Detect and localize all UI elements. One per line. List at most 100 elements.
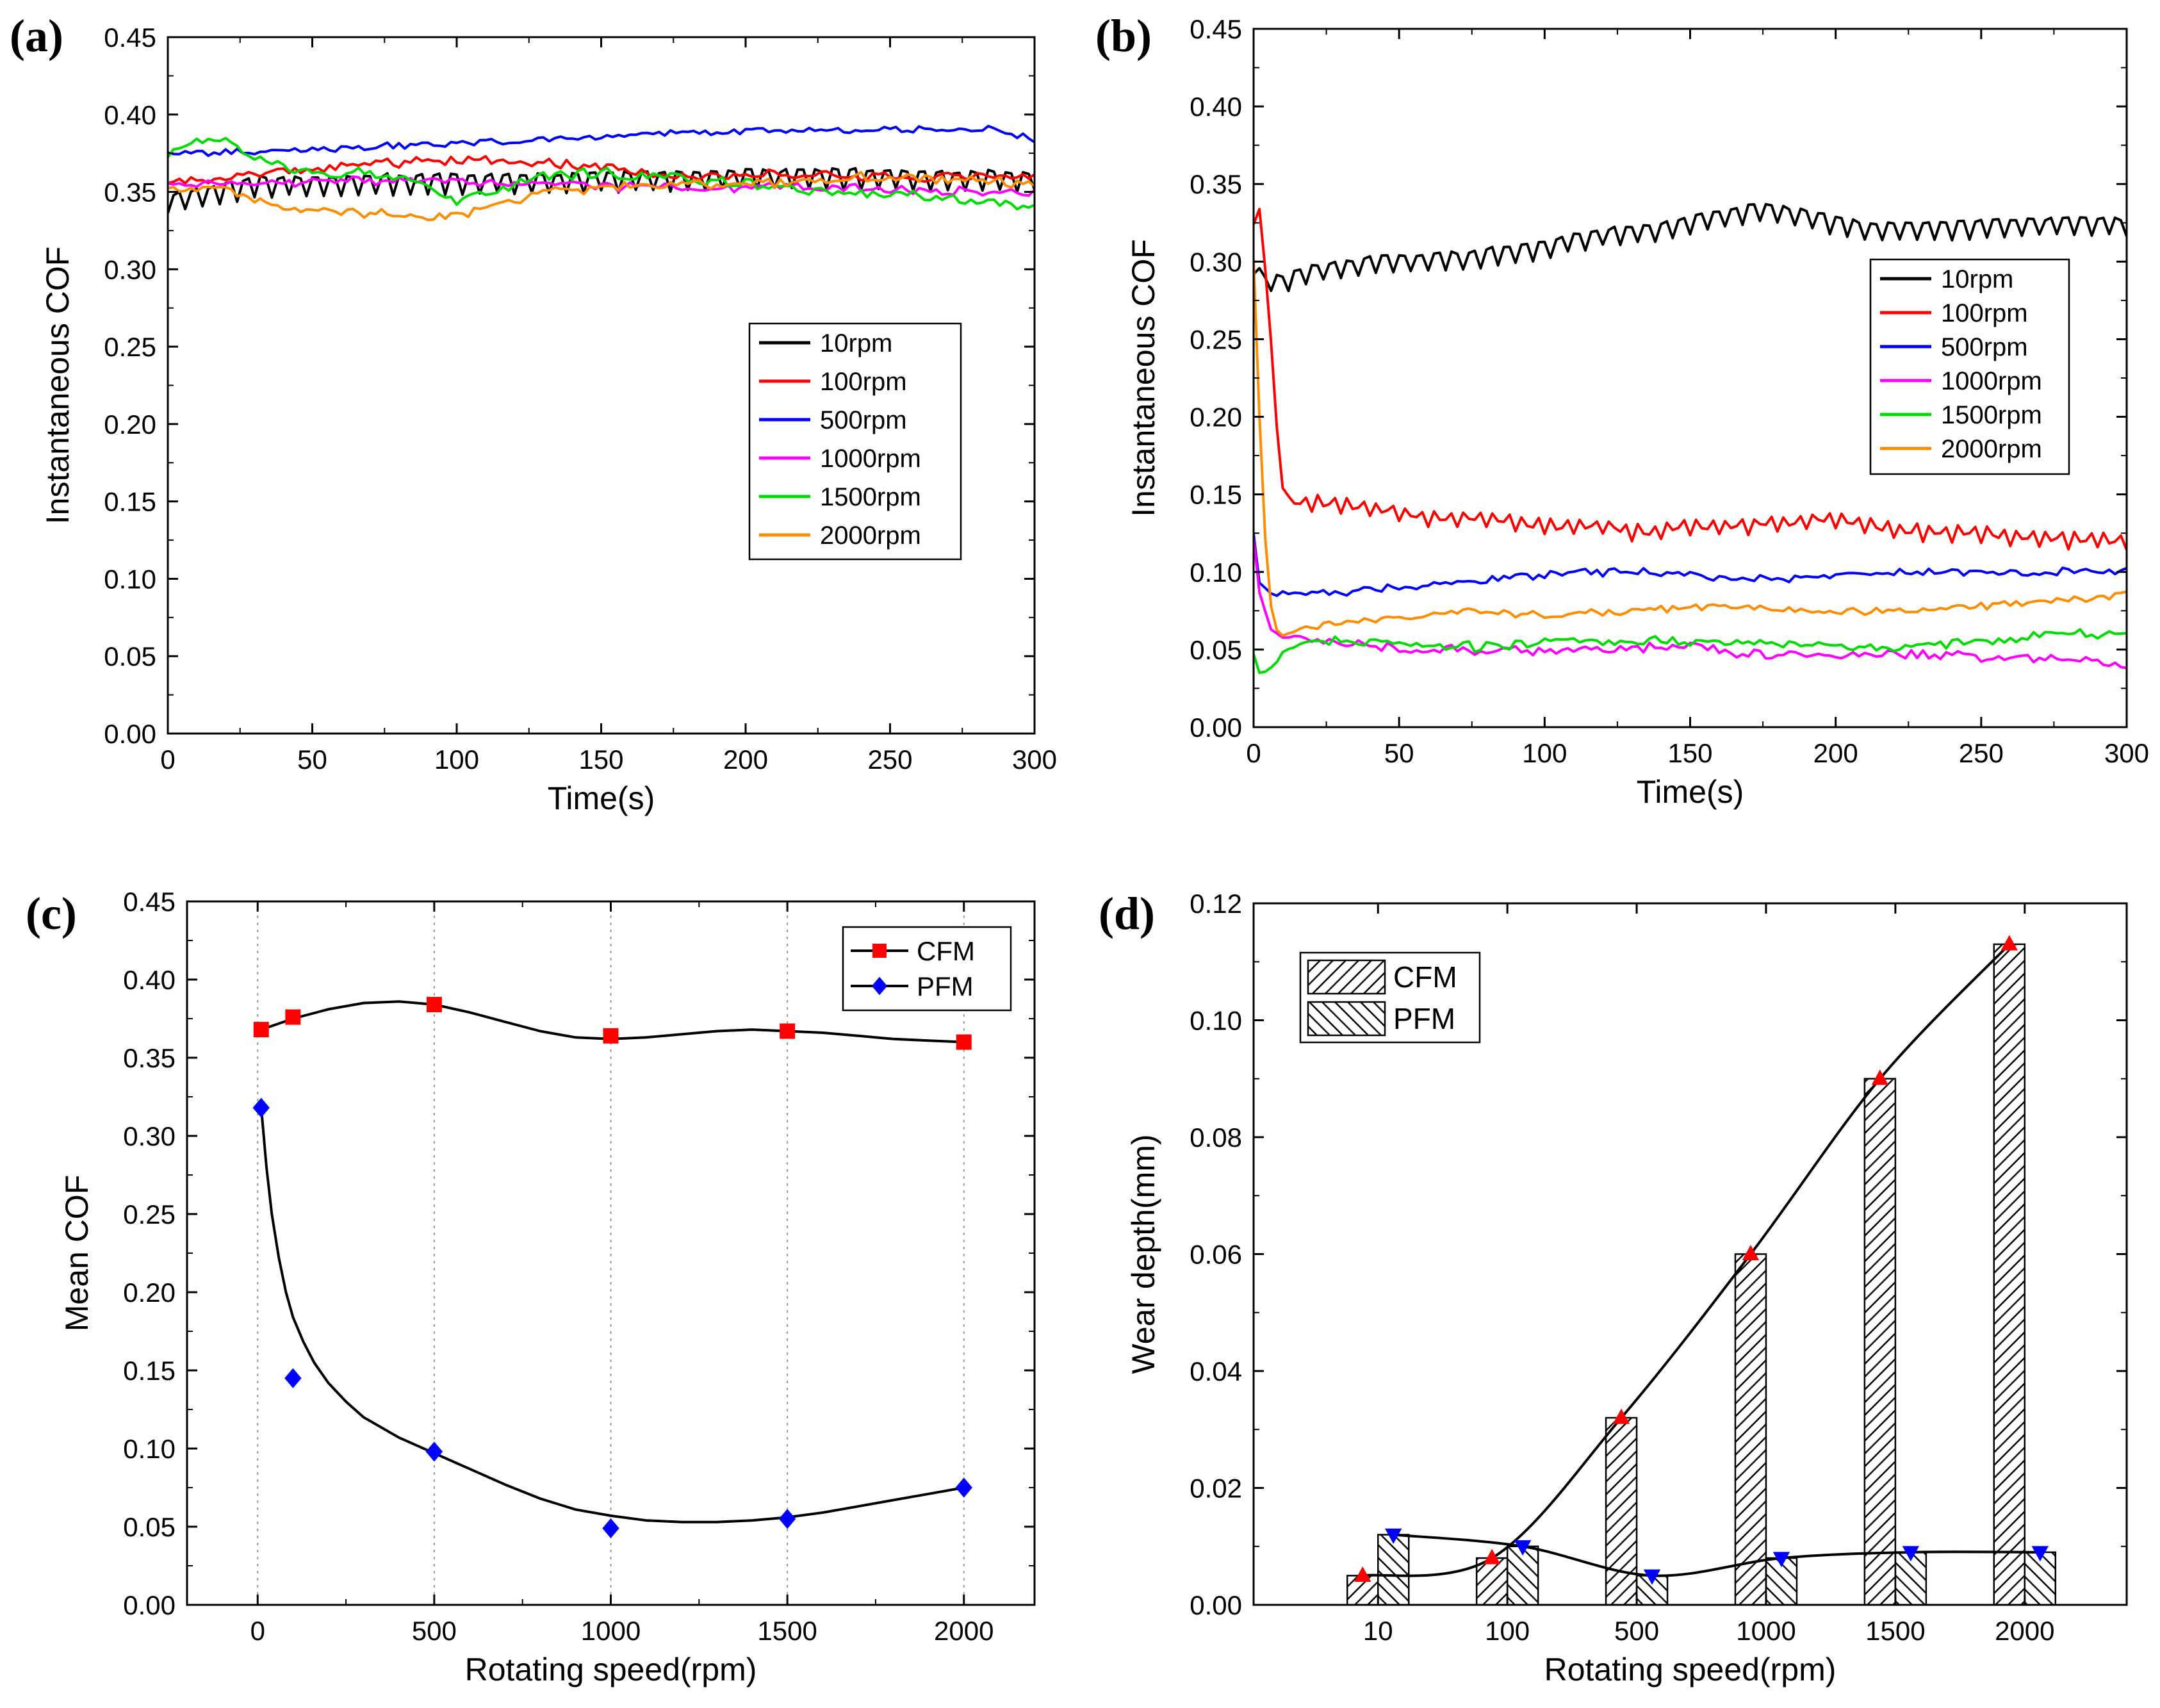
x-tick-label: 0 — [1246, 738, 1261, 768]
legend-entry-1000rpm: 1000rpm — [1941, 367, 2042, 395]
series-line-10rpm — [168, 167, 1035, 214]
y-tick-label: 0.10 — [123, 1434, 176, 1464]
point-CFM-1500 — [780, 1023, 796, 1039]
legend-entry-PFM: PFM — [917, 971, 974, 1001]
legend-marker-CFM — [872, 944, 887, 958]
legend: CFM PFM — [842, 926, 1012, 1012]
point-PFM-1500 — [778, 1509, 796, 1529]
point-CFM-1500 — [1871, 1069, 1889, 1085]
legend-entry-100rpm: 100rpm — [820, 368, 907, 396]
series-line-1000rpm — [168, 175, 1035, 197]
series-line-1000rpm — [1254, 538, 2127, 669]
x-tick-label: 50 — [297, 744, 327, 775]
legend-entry-2000rpm: 2000rpm — [1941, 435, 2042, 463]
legend-box — [748, 322, 962, 561]
point-CFM-100 — [285, 1009, 301, 1025]
legend-entry-500rpm: 500rpm — [820, 406, 907, 434]
legend-entry-2000rpm: 2000rpm — [820, 521, 921, 550]
x-tick-label: 2000 — [1995, 1616, 2054, 1646]
y-tick-label: 0.05 — [104, 641, 156, 671]
series-line-1500rpm — [168, 136, 1035, 211]
y-tick-label: 0.35 — [1190, 169, 1242, 199]
series-line-1500rpm — [1254, 628, 2127, 675]
point-PFM-100 — [1514, 1540, 1532, 1556]
y-tick-label: 0.15 — [123, 1356, 176, 1386]
point-PFM-1500 — [1902, 1546, 1920, 1562]
x-tick-label: 250 — [1959, 738, 2004, 768]
y-tick-label: 0.20 — [1190, 402, 1242, 432]
point-PFM-500 — [425, 1441, 443, 1462]
bar-CFM-500 — [1605, 1416, 1638, 1606]
legend-entry-10rpm: 10rpm — [1941, 265, 2013, 293]
y-axis-label: Instantaneous COF — [1125, 239, 1161, 517]
y-tick-label: 0.35 — [104, 177, 156, 208]
y-tick-label: 0.00 — [1190, 1590, 1242, 1620]
legend-entry-1500rpm: 1500rpm — [1941, 401, 2042, 429]
legend-marker-PFM — [871, 976, 888, 996]
point-PFM-2000 — [955, 1477, 972, 1498]
panel-c: 0.00 0.05 0.10 0.15 0.20 0.25 0.30 0.35 0.40 0.45… — [26, 887, 1036, 1687]
x-tick-label: 300 — [2104, 738, 2149, 768]
plot-frame — [1252, 902, 2128, 1606]
plot-frame — [186, 900, 1036, 1606]
x-tick-label: 200 — [723, 744, 768, 775]
plot-frame — [167, 36, 1036, 735]
y-tick-label: 0.04 — [1190, 1356, 1242, 1386]
y-tick-label: 0.20 — [123, 1277, 176, 1308]
y-tick-label: 0.06 — [1190, 1240, 1242, 1270]
x-axis-label: Rotating speed(rpm) — [1544, 1652, 1837, 1687]
legend-entry-10rpm: 10rpm — [820, 329, 892, 357]
panel-label: (a) — [10, 10, 63, 62]
legend-entry-100rpm: 100rpm — [1941, 299, 2028, 327]
y-tick-label: 0.35 — [123, 1043, 176, 1073]
point-PFM-1000 — [602, 1518, 619, 1539]
x-tick-label: 500 — [412, 1616, 457, 1646]
panel-label: (b) — [1095, 10, 1152, 62]
x-tick-label: 1500 — [1865, 1616, 1925, 1646]
x-tick-label: 250 — [867, 744, 912, 775]
series-line-500rpm — [168, 124, 1035, 158]
y-tick-label: 0.00 — [1190, 712, 1242, 743]
y-tick-label: 0.10 — [1190, 1006, 1242, 1036]
x-tick-label: 300 — [1012, 744, 1057, 775]
x-tick-label: 50 — [1384, 738, 1414, 768]
x-tick-label: 100 — [1522, 738, 1567, 768]
x-axis-label: Rotating speed(rpm) — [465, 1652, 757, 1687]
point-PFM-2000 — [2031, 1546, 2049, 1562]
point-CFM-500 — [426, 997, 442, 1013]
y-axis-label: Mean COF — [59, 1175, 95, 1332]
panel-label: (c) — [26, 888, 77, 939]
y-tick-label: 0.25 — [104, 332, 156, 362]
legend: 10rpm 100rpm 500rpm 1000rpm 1500rpm 2000rpm — [748, 322, 962, 561]
bar-CFM-2000 — [1993, 943, 2026, 1606]
y-tick-label: 0.45 — [123, 887, 176, 917]
y-tick-label: 0.15 — [1190, 480, 1242, 510]
point-PFM-500 — [1643, 1569, 1661, 1585]
legend-swatch-PFM — [1307, 1001, 1386, 1037]
legend-swatch-CFM — [1307, 959, 1386, 995]
bar-CFM-1500 — [1863, 1078, 1897, 1606]
y-tick-label: 0.08 — [1190, 1122, 1242, 1153]
x-tick-label: 1000 — [1736, 1616, 1796, 1646]
series-line-2000rpm — [168, 170, 1035, 222]
series-group — [1254, 202, 2127, 675]
x-tick-label: 1000 — [581, 1616, 641, 1646]
legend-entry-PFM: PFM — [1393, 1002, 1455, 1035]
x-tick-label: 200 — [1813, 738, 1858, 768]
y-tick-label: 0.02 — [1190, 1474, 1242, 1504]
series-line-500rpm — [1254, 533, 2127, 597]
panel-a: 0.00 0.05 0.10 0.15 0.20 0.25 0.30 0.35 0.40 0.45… — [10, 10, 1057, 816]
x-tick-label: 150 — [1667, 738, 1712, 768]
y-axis-label: Instantaneous COF — [40, 247, 76, 525]
y-tick-label: 0.10 — [104, 564, 156, 594]
x-tick-label: 100 — [1485, 1616, 1530, 1646]
y-tick-label: 0.30 — [104, 254, 156, 284]
x-axis-label: Time(s) — [1637, 774, 1744, 810]
bar-CFM-1000 — [1734, 1253, 1767, 1606]
point-PFM-1000 — [1772, 1552, 1790, 1568]
y-tick-label: 0.00 — [123, 1590, 176, 1620]
y-tick-label: 0.15 — [104, 487, 156, 517]
y-tick-label: 0.25 — [123, 1199, 176, 1229]
x-tick-label: 0 — [160, 744, 175, 775]
point-CFM-2000 — [956, 1034, 972, 1050]
